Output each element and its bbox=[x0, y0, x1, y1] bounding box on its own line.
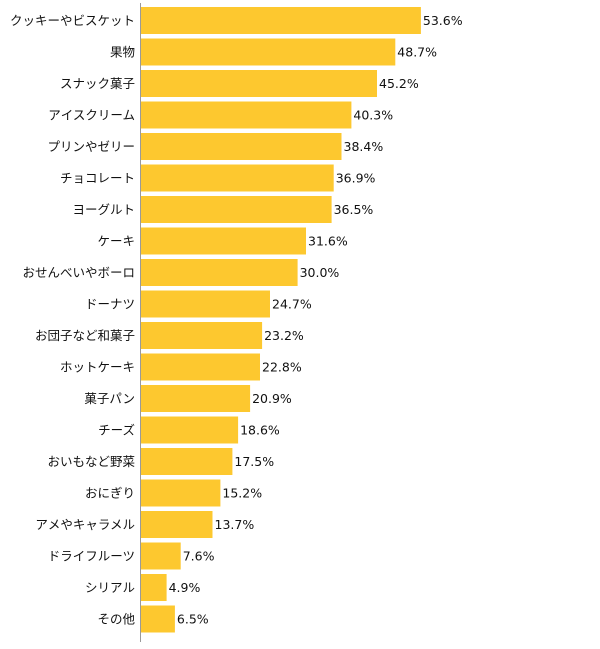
value-label: 7.6% bbox=[183, 549, 215, 564]
value-label: 36.9% bbox=[336, 171, 376, 186]
bar bbox=[141, 133, 342, 160]
value-label: 45.2% bbox=[379, 76, 419, 91]
bar bbox=[141, 290, 270, 318]
category-label: ドライフルーツ bbox=[48, 549, 135, 564]
value-label: 22.8% bbox=[262, 360, 302, 375]
value-label: 31.6% bbox=[308, 234, 348, 249]
bar bbox=[141, 542, 181, 570]
category-label: スナック菓子 bbox=[60, 76, 135, 91]
category-label: おせんべいやボーロ bbox=[22, 265, 135, 280]
category-label: お団子など和菓子 bbox=[35, 328, 135, 343]
value-label: 23.2% bbox=[264, 328, 304, 343]
value-label: 36.5% bbox=[334, 202, 374, 217]
value-label: 48.7% bbox=[397, 45, 437, 60]
value-label: 38.4% bbox=[344, 139, 384, 154]
category-labels: クッキーやビスケット果物スナック菓子アイスクリームプリンやゼリーチョコレートヨー… bbox=[10, 13, 136, 627]
bar bbox=[141, 448, 233, 475]
category-label: おいもなど野菜 bbox=[47, 454, 135, 469]
category-label: 菓子パン bbox=[84, 391, 135, 406]
bar-series bbox=[141, 7, 421, 633]
bar bbox=[141, 574, 167, 601]
category-label: クッキーやビスケット bbox=[10, 13, 135, 28]
bar bbox=[141, 196, 332, 223]
category-label: 果物 bbox=[110, 45, 135, 60]
value-labels: 53.6% 48.7% 45.2% 40.3% 38.4% 36.9% 36.5% 31.6%… bbox=[169, 13, 463, 627]
bar bbox=[141, 479, 221, 507]
category-label: チョコレート bbox=[60, 171, 135, 186]
category-label: アイスクリーム bbox=[48, 108, 135, 123]
bar bbox=[141, 416, 239, 444]
value-label: 6.5% bbox=[177, 612, 209, 627]
category-label: アメやキャラメル bbox=[35, 517, 135, 532]
category-label: その他 bbox=[97, 612, 135, 627]
bar bbox=[141, 227, 306, 255]
category-label: ドーナツ bbox=[85, 297, 135, 312]
value-label: 20.9% bbox=[252, 391, 292, 406]
value-label: 15.2% bbox=[222, 486, 262, 501]
bar bbox=[141, 605, 175, 633]
bar bbox=[141, 259, 298, 286]
bar bbox=[141, 38, 396, 66]
value-label: 30.0% bbox=[300, 265, 340, 280]
bar bbox=[141, 322, 263, 349]
category-label: おにぎり bbox=[85, 486, 135, 501]
category-label: ケーキ bbox=[97, 234, 135, 249]
bar bbox=[141, 101, 352, 129]
bar bbox=[141, 353, 260, 381]
category-label: プリンやゼリー bbox=[47, 139, 135, 154]
value-label: 24.7% bbox=[272, 297, 312, 312]
value-label: 53.6% bbox=[423, 13, 463, 28]
value-label: 13.7% bbox=[215, 517, 255, 532]
value-label: 4.9% bbox=[169, 580, 201, 595]
value-label: 40.3% bbox=[353, 108, 393, 123]
bar bbox=[141, 7, 421, 34]
category-label: ヨーグルト bbox=[72, 202, 135, 217]
bar bbox=[141, 511, 213, 538]
category-label: シリアル bbox=[85, 580, 135, 595]
value-label: 17.5% bbox=[234, 454, 274, 469]
bar bbox=[141, 385, 251, 412]
category-label: ホットケーキ bbox=[60, 360, 135, 375]
value-label: 18.6% bbox=[240, 423, 280, 438]
bar bbox=[141, 164, 334, 192]
category-label: チーズ bbox=[98, 423, 135, 438]
bar bbox=[141, 70, 377, 97]
